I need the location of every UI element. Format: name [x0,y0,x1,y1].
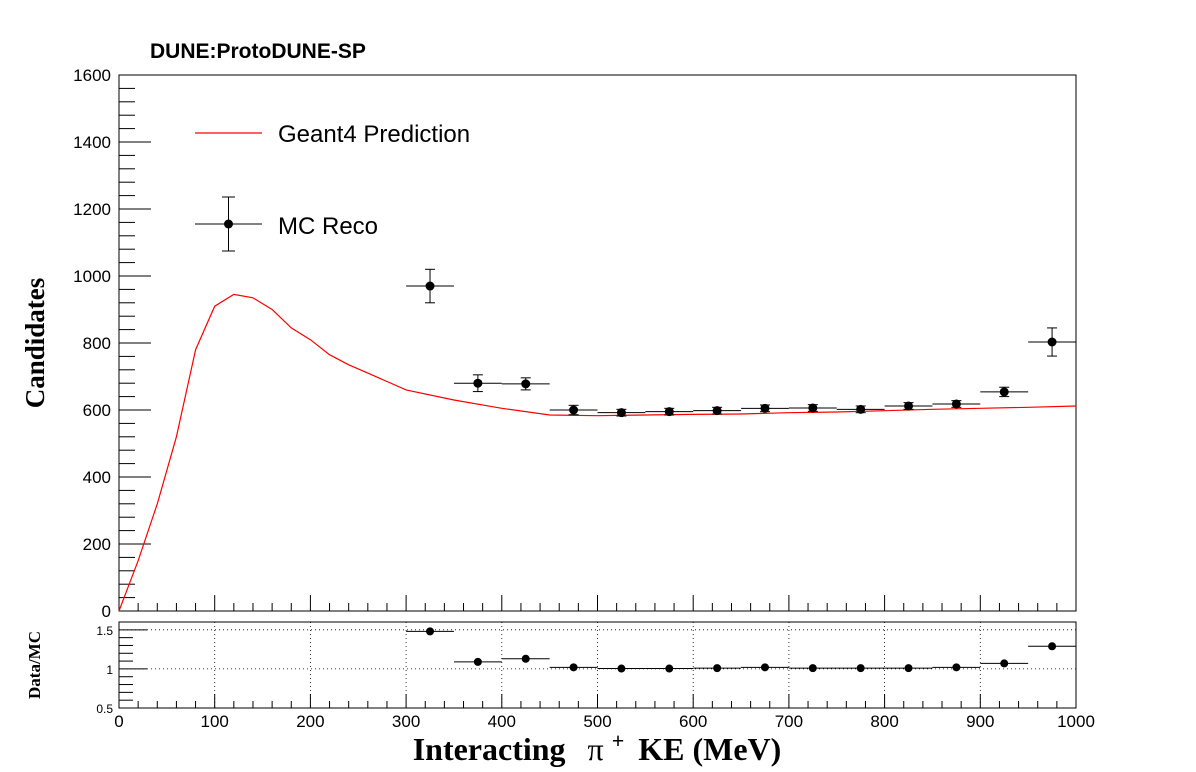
x-axis-label-prefix: Interacting [413,731,566,767]
ratio-point [1048,642,1057,651]
x-axis-label-particle: π [588,731,604,767]
mc-reco-point [616,408,626,418]
top-y-axis-label: Candidates [20,278,50,409]
mc-reco-point [999,387,1009,397]
top-y-axis: 0 200 400 600 800 1000 1200 1400 1600 [73,66,151,621]
mc-reco-point [425,281,435,291]
ratio-y-axis-label: Data/MC [25,631,44,699]
x-tick-label: 0 [114,712,123,731]
x-tick-label: 200 [296,712,324,731]
mc-reco-point [904,401,914,411]
ratio-point [904,664,913,673]
ratio-y-axis: 0.5 1 1.5 [96,624,147,716]
y-tick-label: 600 [83,401,111,420]
x-tick-label: 800 [870,712,898,731]
ratio-series [406,627,1076,673]
mc-reco-point [664,407,674,417]
ratio-point [665,664,674,673]
y-tick-label: 400 [83,468,111,487]
ratio-y-tick-label: 1 [106,663,113,677]
y-tick-label: 0 [102,602,111,621]
legend-label-prediction: Geant4 Prediction [278,121,470,148]
ratio-point [617,664,626,673]
y-tick-label: 1600 [73,66,111,85]
mc-reco-point [856,404,866,414]
x-tick-label: 600 [679,712,707,731]
ratio-y-tick-label: 1.5 [96,624,113,638]
ratio-panel: 0.5 1 1.5 0 100 200 300 400 500 600 700 800 900 1000… [25,621,1095,731]
mc-reco-point [521,379,531,389]
ratio-point [808,664,817,673]
ratio-point [856,664,865,673]
x-tick-label: 100 [201,712,229,731]
top-x-axis [118,595,1077,611]
x-tick-label: 1000 [1057,712,1095,731]
x-axis-label-units: KE (MeV) [638,731,781,767]
y-tick-label: 800 [83,334,111,353]
top-panel: 0 200 400 600 800 1000 1200 1400 1600 Candidates [20,66,1077,621]
x-tick-label: 700 [775,712,803,731]
y-tick-label: 1200 [73,200,111,219]
ratio-point [426,627,435,636]
top-series [118,268,1077,612]
x-tick-label: 500 [583,712,611,731]
x-axis-label-superscript: + [612,728,625,753]
ratio-point [952,663,961,672]
mc-reco-point [1047,337,1057,347]
ratio-point [760,663,769,672]
x-tick-label: 300 [392,712,420,731]
mc-reco-point [712,406,722,416]
ratio-point [521,654,530,663]
ratio-point [713,664,722,673]
ratio-y-tick-label: 0.5 [96,702,113,716]
legend-label-mc-reco: MC Reco [278,213,378,240]
x-tick-label: 900 [966,712,994,731]
ratio-point [473,657,482,666]
mc-reco-point [760,403,770,413]
mc-reco-point [569,405,579,415]
x-axis-label: Interacting π + KE (MeV) [413,719,782,767]
y-tick-label: 1000 [73,267,111,286]
legend: Geant4 Prediction MC Reco [195,121,470,252]
mc-reco-point [473,378,483,388]
chart-title: DUNE:ProtoDUNE-SP [150,40,366,63]
legend-marker-dot [224,219,233,229]
ratio-x-axis: 0 100 200 300 400 500 600 700 800 900 1000 [114,694,1095,731]
ratio-point [569,663,578,672]
mc-reco-point [951,399,961,409]
y-tick-label: 200 [83,535,111,554]
ratio-point [1000,659,1009,668]
geant4-prediction-line [118,293,1077,612]
mc-reco-point [808,403,818,413]
x-tick-label: 400 [488,712,516,731]
y-tick-label: 1400 [73,133,111,152]
